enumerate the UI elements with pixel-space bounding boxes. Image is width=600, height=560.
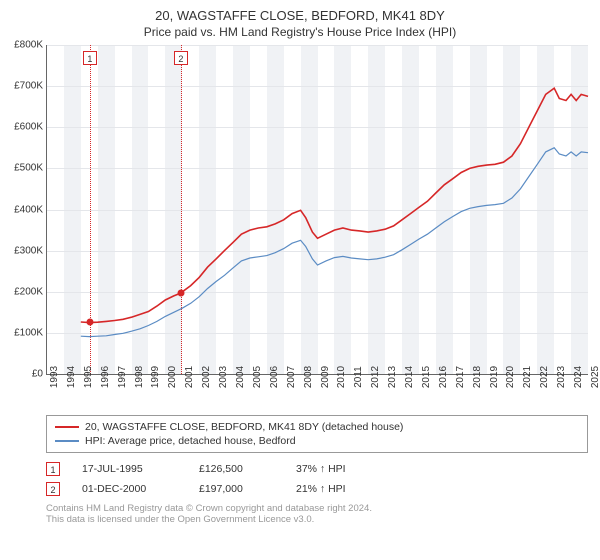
- x-axis-label: 2025: [590, 366, 600, 388]
- x-axis-label: 1994: [66, 366, 77, 388]
- row-pct: 21% ↑ HPI: [296, 483, 386, 495]
- attribution-text: Contains HM Land Registry data © Crown c…: [46, 503, 588, 525]
- legend-swatch: [55, 426, 79, 428]
- series-line: [81, 88, 588, 322]
- row-pct: 37% ↑ HPI: [296, 463, 386, 475]
- row-marker: 1: [46, 462, 60, 476]
- chart-plot-area: 12 £0£100K£200K£300K£400K£500K£600K£700K…: [46, 45, 588, 375]
- x-axis-label: 2017: [455, 366, 466, 388]
- table-row: 1 17-JUL-1995 £126,500 37% ↑ HPI: [46, 459, 588, 479]
- row-date: 01-DEC-2000: [82, 483, 177, 495]
- y-axis-label: £0: [32, 369, 43, 380]
- x-axis-label: 2019: [489, 366, 500, 388]
- series-lines: [47, 45, 588, 374]
- x-axis-label: 2000: [167, 366, 178, 388]
- row-price: £126,500: [199, 463, 274, 475]
- y-axis-label: £200K: [14, 286, 43, 297]
- x-axis-label: 2005: [252, 366, 263, 388]
- legend-label: HPI: Average price, detached house, Bedf…: [85, 435, 296, 447]
- x-axis-label: 2014: [404, 366, 415, 388]
- row-price: £197,000: [199, 483, 274, 495]
- chart-subtitle: Price paid vs. HM Land Registry's House …: [0, 23, 600, 45]
- x-axis-label: 2016: [438, 366, 449, 388]
- x-axis-label: 2006: [269, 366, 280, 388]
- x-axis-label: 2013: [387, 366, 398, 388]
- x-axis-label: 2012: [370, 366, 381, 388]
- x-axis-label: 2001: [184, 366, 195, 388]
- x-axis-label: 2020: [505, 366, 516, 388]
- x-axis-label: 1997: [117, 366, 128, 388]
- chart-title: 20, WAGSTAFFE CLOSE, BEDFORD, MK41 8DY: [0, 0, 600, 23]
- legend-item: HPI: Average price, detached house, Bedf…: [55, 434, 579, 448]
- x-axis-label: 2015: [421, 366, 432, 388]
- x-axis-label: 1998: [134, 366, 145, 388]
- y-axis-label: £800K: [14, 40, 43, 51]
- row-marker: 2: [46, 482, 60, 496]
- x-axis-label: 2011: [353, 366, 364, 388]
- x-axis-label: 1993: [49, 366, 60, 388]
- legend-label: 20, WAGSTAFFE CLOSE, BEDFORD, MK41 8DY (…: [85, 421, 403, 433]
- series-line: [81, 148, 588, 337]
- x-axis-label: 2018: [472, 366, 483, 388]
- transaction-table: 1 17-JUL-1995 £126,500 37% ↑ HPI 2 01-DEC-200…: [46, 459, 588, 499]
- y-axis-label: £500K: [14, 163, 43, 174]
- attribution-line: Contains HM Land Registry data © Crown c…: [46, 503, 588, 514]
- x-axis-label: 2021: [522, 366, 533, 388]
- table-row: 2 01-DEC-2000 £197,000 21% ↑ HPI: [46, 479, 588, 499]
- chart-legend: 20, WAGSTAFFE CLOSE, BEDFORD, MK41 8DY (…: [46, 415, 588, 453]
- x-axis-label: 2024: [573, 366, 584, 388]
- x-axis-label: 1995: [83, 366, 94, 388]
- x-axis-label: 2003: [218, 366, 229, 388]
- y-axis-label: £600K: [14, 122, 43, 133]
- x-axis-label: 2008: [303, 366, 314, 388]
- y-axis-label: £700K: [14, 81, 43, 92]
- x-axis-label: 2004: [235, 366, 246, 388]
- x-axis-label: 2007: [286, 366, 297, 388]
- x-axis-label: 1999: [150, 366, 161, 388]
- attribution-line: This data is licensed under the Open Gov…: [46, 514, 588, 525]
- row-date: 17-JUL-1995: [82, 463, 177, 475]
- x-axis-label: 2022: [539, 366, 550, 388]
- x-axis-label: 2023: [556, 366, 567, 388]
- y-axis-label: £400K: [14, 204, 43, 215]
- legend-item: 20, WAGSTAFFE CLOSE, BEDFORD, MK41 8DY (…: [55, 420, 579, 434]
- x-axis-label: 2010: [336, 366, 347, 388]
- x-axis-label: 1996: [100, 366, 111, 388]
- y-axis-label: £300K: [14, 245, 43, 256]
- y-axis-label: £100K: [14, 327, 43, 338]
- x-axis-labels: 1993199419951996199719981999200020012002…: [46, 375, 588, 409]
- legend-swatch: [55, 440, 79, 442]
- x-axis-label: 2009: [320, 366, 331, 388]
- x-axis-label: 2002: [201, 366, 212, 388]
